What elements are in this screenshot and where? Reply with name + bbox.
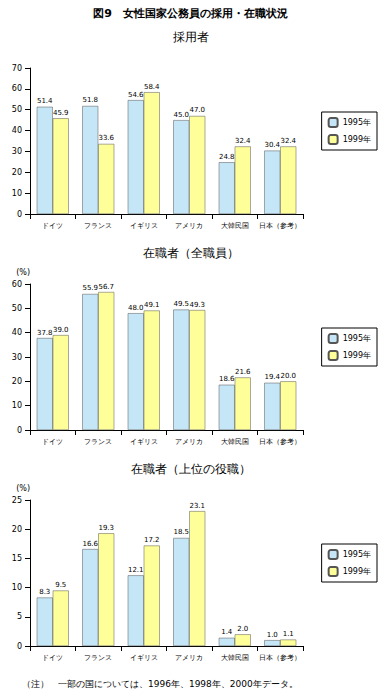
svg-text:0: 0	[17, 642, 22, 651]
svg-text:1.4: 1.4	[221, 628, 233, 636]
svg-text:12.1: 12.1	[128, 566, 144, 574]
svg-text:56.7: 56.7	[98, 283, 114, 291]
svg-text:17.2: 17.2	[144, 536, 160, 544]
svg-text:58.4: 58.4	[144, 83, 160, 91]
svg-text:5: 5	[17, 612, 22, 621]
svg-text:フランス: フランス	[84, 438, 112, 446]
svg-text:2.0: 2.0	[237, 625, 248, 633]
svg-text:51.8: 51.8	[82, 96, 98, 104]
svg-text:ドイツ: ドイツ	[42, 222, 63, 230]
svg-text:イギリス: イギリス	[130, 654, 158, 662]
svg-text:1.1: 1.1	[283, 630, 294, 638]
svg-text:10: 10	[12, 401, 22, 410]
svg-text:40: 40	[12, 126, 22, 135]
svg-text:45.9: 45.9	[53, 109, 69, 117]
svg-text:15: 15	[12, 554, 22, 563]
svg-text:採用者: 採用者	[173, 30, 209, 44]
svg-text:24.8: 24.8	[219, 153, 235, 161]
svg-text:(%): (%)	[16, 268, 30, 277]
svg-text:40: 40	[12, 328, 22, 337]
svg-text:49.5: 49.5	[173, 300, 189, 308]
svg-text:20: 20	[12, 525, 22, 534]
svg-text:10: 10	[12, 583, 22, 592]
svg-text:アメリカ: アメリカ	[175, 654, 203, 662]
svg-text:0: 0	[17, 210, 22, 219]
svg-text:1995年: 1995年	[343, 118, 371, 127]
svg-text:50: 50	[12, 304, 22, 313]
svg-text:日本（参考）: 日本（参考）	[259, 654, 301, 662]
svg-text:アメリカ: アメリカ	[175, 222, 203, 230]
svg-text:45.0: 45.0	[173, 111, 189, 119]
svg-text:16.6: 16.6	[82, 540, 98, 548]
svg-text:30.4: 30.4	[264, 141, 280, 149]
svg-text:20: 20	[12, 377, 22, 386]
svg-text:大韓民国: 大韓民国	[221, 654, 249, 662]
svg-text:在職者（全職員）: 在職者（全職員）	[143, 246, 239, 260]
svg-text:イギリス: イギリス	[130, 222, 158, 230]
svg-text:在職者（上位の役職）: 在職者（上位の役職）	[131, 462, 251, 476]
svg-text:33.6: 33.6	[98, 134, 114, 142]
svg-text:大韓民国: 大韓民国	[221, 438, 249, 446]
svg-text:1.0: 1.0	[267, 631, 278, 639]
svg-text:イギリス: イギリス	[130, 438, 158, 446]
svg-text:55.9: 55.9	[82, 284, 98, 292]
svg-text:60: 60	[12, 84, 22, 93]
svg-text:1999年: 1999年	[343, 135, 371, 144]
svg-text:18.6: 18.6	[219, 375, 235, 383]
svg-text:ドイツ: ドイツ	[42, 654, 63, 662]
svg-text:37.8: 37.8	[37, 329, 53, 337]
svg-text:48.0: 48.0	[128, 304, 144, 312]
svg-text:39.0: 39.0	[53, 326, 69, 334]
svg-text:32.4: 32.4	[280, 137, 296, 145]
svg-text:ドイツ: ドイツ	[42, 438, 63, 446]
svg-text:51.4: 51.4	[37, 97, 53, 105]
svg-text:32.4: 32.4	[235, 137, 251, 145]
svg-text:1999年: 1999年	[343, 567, 371, 576]
svg-text:0: 0	[17, 426, 22, 435]
svg-text:30: 30	[12, 353, 22, 362]
svg-text:49.3: 49.3	[189, 301, 205, 309]
svg-text:1995年: 1995年	[343, 334, 371, 343]
svg-text:9.5: 9.5	[55, 581, 66, 589]
html-text:（注） 一部の国については、1996年、1998年、2000: （注） 一部の国については、1996年、1998年、2000年データ。	[22, 679, 298, 689]
svg-text:(%): (%)	[16, 484, 30, 493]
svg-text:日本（参考）: 日本（参考）	[259, 222, 301, 230]
svg-text:49.1: 49.1	[144, 301, 160, 309]
svg-text:50: 50	[12, 105, 22, 114]
svg-text:21.6: 21.6	[235, 368, 251, 376]
svg-text:54.6: 54.6	[128, 91, 144, 99]
svg-text:60: 60	[12, 280, 22, 289]
svg-text:23.1: 23.1	[189, 502, 205, 510]
svg-text:25: 25	[12, 496, 22, 505]
svg-text:70: 70	[12, 64, 22, 73]
svg-text:大韓民国: 大韓民国	[221, 222, 249, 230]
svg-text:30: 30	[12, 147, 22, 156]
svg-text:18.5: 18.5	[173, 528, 189, 536]
svg-text:アメリカ: アメリカ	[175, 438, 203, 446]
svg-text:1995年: 1995年	[343, 550, 371, 559]
svg-text:20: 20	[12, 168, 22, 177]
html-text:図9 女性国家公務員の採用・在職状況: 図9 女性国家公務員の採用・在職状況	[93, 7, 288, 20]
svg-text:日本（参考）: 日本（参考）	[259, 438, 301, 446]
svg-text:20.0: 20.0	[280, 372, 296, 380]
svg-text:フランス: フランス	[84, 654, 112, 662]
svg-text:8.3: 8.3	[39, 588, 50, 596]
svg-text:19.3: 19.3	[98, 524, 114, 532]
svg-text:1999年: 1999年	[343, 351, 371, 360]
svg-text:19.4: 19.4	[264, 373, 280, 381]
svg-text:47.0: 47.0	[189, 106, 205, 114]
svg-text:フランス: フランス	[84, 222, 112, 230]
svg-text:10: 10	[12, 189, 22, 198]
